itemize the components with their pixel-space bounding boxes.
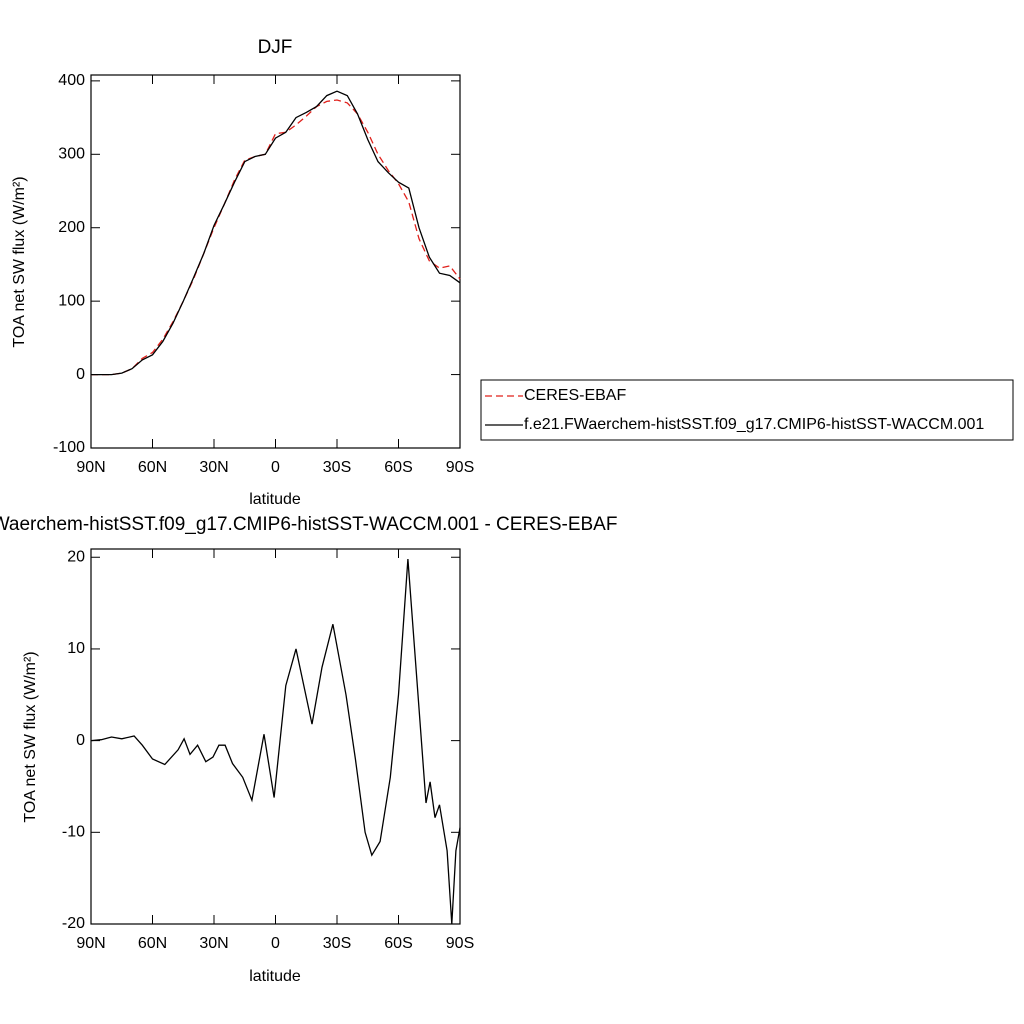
x-tick-label: 90S [446, 935, 474, 952]
x-tick-label: 90N [76, 935, 105, 952]
x-axis-label: latitude [249, 491, 301, 508]
x-tick-label: 60S [384, 459, 412, 476]
y-tick-label: 10 [67, 640, 85, 657]
y-axis-label: TOA net SW flux (W/m²) [22, 651, 39, 822]
data-line [91, 90, 461, 376]
x-tick-label: 60N [138, 935, 167, 952]
chart-title: DJF [258, 37, 293, 58]
x-tick-label: 30N [199, 459, 228, 476]
y-tick-label: 300 [58, 146, 85, 163]
x-tick-label: 0 [271, 935, 280, 952]
x-tick-label: 60N [138, 459, 167, 476]
y-tick-label: -100 [53, 439, 85, 456]
x-tick-label: 30S [323, 459, 351, 476]
x-tick-label: 30N [199, 935, 228, 952]
x-axis-label: latitude [249, 968, 301, 985]
legend-label: f.e21.FWaerchem-histSST.f09_g17.CMIP6-hi… [524, 416, 984, 433]
x-tick-label: 90N [76, 459, 105, 476]
y-tick-label: 400 [58, 72, 85, 89]
legend-label: CERES-EBAF [524, 387, 626, 404]
chart-title: f.e21.FWaerchem-histSST.f09_g17.CMIP6-hi… [0, 514, 617, 535]
x-tick-label: 90S [446, 459, 474, 476]
y-tick-label: 0 [76, 732, 85, 749]
x-tick-label: 0 [271, 459, 280, 476]
y-tick-label: 0 [76, 366, 85, 383]
x-tick-label: 30S [323, 935, 351, 952]
x-tick-label: 60S [384, 935, 412, 952]
data-line [91, 99, 461, 376]
y-tick-label: -10 [62, 824, 85, 841]
data-line [90, 559, 461, 925]
y-tick-label: 20 [67, 548, 85, 565]
y-tick-label: 200 [58, 219, 85, 236]
y-tick-label: -20 [62, 915, 85, 932]
y-axis-label: TOA net SW flux (W/m²) [11, 176, 28, 347]
y-tick-label: 100 [58, 292, 85, 309]
legend-box [480, 379, 1014, 441]
plot-frame [90, 74, 461, 449]
